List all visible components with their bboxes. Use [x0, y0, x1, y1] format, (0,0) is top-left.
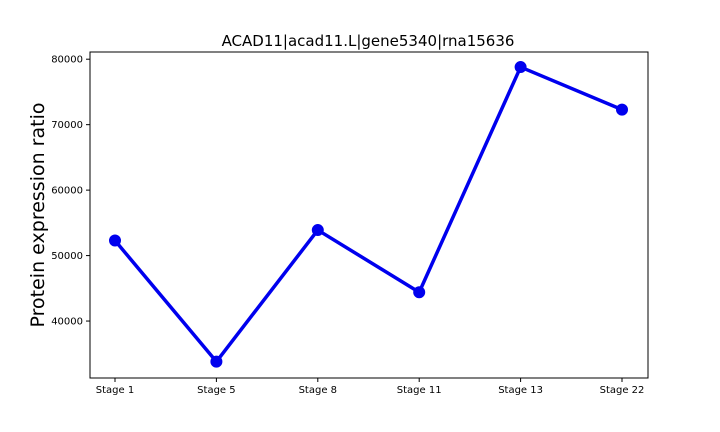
x-axis: Stage 1 Stage 5 Stage 8 Stage 11 Stage 13 Sta… [96, 378, 645, 396]
data-point [514, 61, 527, 74]
series-group [109, 61, 628, 368]
y-tick-label: 50000 [51, 251, 83, 262]
x-tick-label: Stage 22 [600, 385, 645, 396]
y-tick-label: 60000 [51, 186, 83, 197]
x-tick-label: Stage 8 [299, 385, 337, 396]
data-point [616, 103, 628, 116]
data-point [210, 355, 223, 368]
chart-title: ACAD11|acad11.L|gene5340|rna15636 [222, 32, 515, 50]
y-axis-label: Protein expression ratio [27, 103, 49, 328]
series-line [113, 65, 624, 364]
plot-area [89, 51, 649, 379]
y-tick-label: 70000 [51, 120, 83, 131]
y-axis: 40000 50000 60000 70000 80000 [51, 55, 90, 328]
data-point [413, 286, 426, 299]
data-point [109, 234, 121, 247]
x-tick-label: Stage 5 [197, 385, 235, 396]
x-tick-label: Stage 11 [397, 385, 442, 396]
data-point [311, 224, 324, 237]
x-tick-label: Stage 1 [96, 385, 134, 396]
y-tick-label: 80000 [51, 55, 83, 66]
x-tick-label: Stage 13 [498, 385, 543, 396]
y-tick-label: 40000 [51, 317, 83, 328]
